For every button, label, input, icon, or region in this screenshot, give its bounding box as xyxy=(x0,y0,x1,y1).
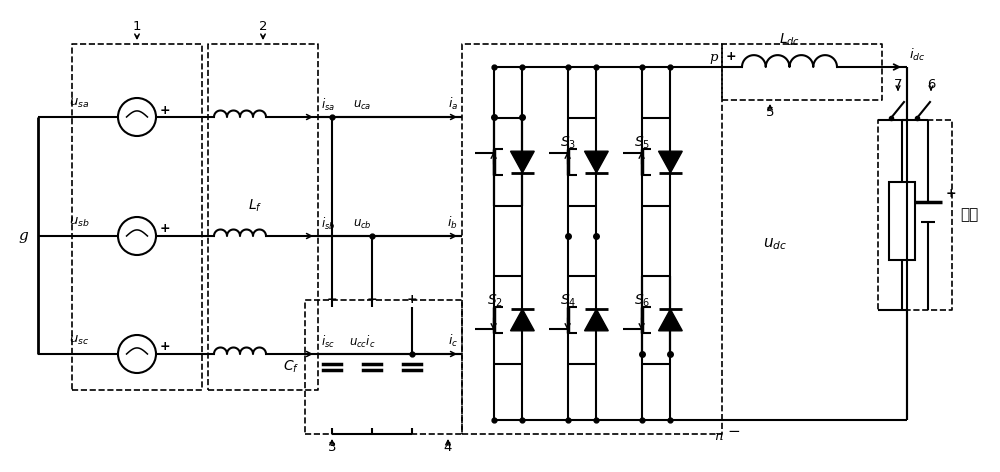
Text: $S_6$: $S_6$ xyxy=(634,293,651,310)
Text: 7: 7 xyxy=(894,78,902,92)
Text: $i_{sc}$: $i_{sc}$ xyxy=(321,334,335,350)
Text: $C_f$: $C_f$ xyxy=(283,359,299,375)
Text: 4: 4 xyxy=(444,441,452,454)
Text: $S_4$: $S_4$ xyxy=(560,293,577,310)
Text: $S_5$: $S_5$ xyxy=(634,135,651,152)
Polygon shape xyxy=(659,151,682,173)
Text: $i_{sb}$: $i_{sb}$ xyxy=(321,216,335,232)
Text: $u_{sb}$: $u_{sb}$ xyxy=(69,215,89,228)
Text: $i_b$: $i_b$ xyxy=(447,215,458,231)
Polygon shape xyxy=(659,309,682,331)
Text: g: g xyxy=(18,229,28,243)
Text: $u_{dc}$: $u_{dc}$ xyxy=(763,236,787,252)
Text: $S_3$: $S_3$ xyxy=(560,135,577,152)
Polygon shape xyxy=(585,309,608,331)
Text: 1: 1 xyxy=(133,20,141,33)
Text: $S_2$: $S_2$ xyxy=(487,293,503,310)
Polygon shape xyxy=(585,151,608,173)
Text: $u_{sc}$: $u_{sc}$ xyxy=(69,333,89,346)
Text: $L_{dc}$: $L_{dc}$ xyxy=(779,32,800,48)
Text: $i_{sa}$: $i_{sa}$ xyxy=(321,97,335,113)
Text: $u_{cc}i_c$: $u_{cc}i_c$ xyxy=(349,334,375,350)
Text: +: + xyxy=(726,51,737,64)
Text: −: − xyxy=(728,424,740,439)
Polygon shape xyxy=(511,309,534,331)
Text: 6: 6 xyxy=(927,78,935,92)
Text: 3: 3 xyxy=(328,441,336,454)
Text: $i_{dc}$: $i_{dc}$ xyxy=(909,47,925,63)
Text: +: + xyxy=(327,293,337,306)
Polygon shape xyxy=(511,151,534,173)
Bar xyxy=(889,182,915,260)
Text: +: + xyxy=(407,293,417,306)
Text: p: p xyxy=(710,51,718,64)
Text: $u_{cb}$: $u_{cb}$ xyxy=(353,218,371,230)
Text: 负载: 负载 xyxy=(960,208,978,222)
Text: $i_a$: $i_a$ xyxy=(448,96,458,112)
Text: 5: 5 xyxy=(766,106,774,119)
Text: +: + xyxy=(160,222,171,236)
Text: +: + xyxy=(160,340,171,354)
Text: $u_{sa}$: $u_{sa}$ xyxy=(69,96,89,110)
Text: 2: 2 xyxy=(259,20,267,33)
Text: n: n xyxy=(714,430,722,443)
Text: $i_c$: $i_c$ xyxy=(448,333,458,349)
Text: +: + xyxy=(946,187,957,201)
Text: $L_f$: $L_f$ xyxy=(248,198,262,214)
Text: $u_{ca}$: $u_{ca}$ xyxy=(353,99,371,111)
Text: +: + xyxy=(160,103,171,117)
Text: +: + xyxy=(367,293,377,306)
